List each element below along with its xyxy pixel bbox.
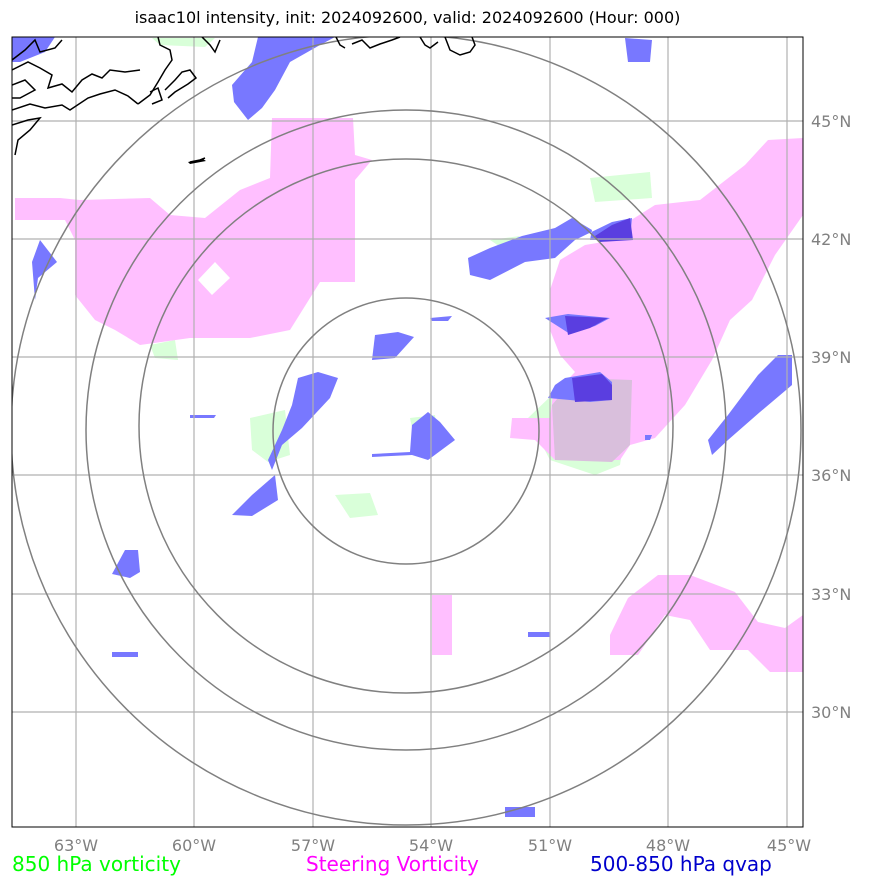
x-axis-labels: 63°W 60°W 57°W 54°W 51°W 48°W 45°W <box>54 836 811 855</box>
range-rings <box>12 37 802 826</box>
legend-qvap: 500-850 hPa qvap <box>590 852 772 876</box>
y-tick-label: 30°N <box>811 703 851 722</box>
x-tick-label: 54°W <box>409 836 453 855</box>
y-tick-label: 36°N <box>811 466 851 485</box>
y-axis-labels: 45°N 42°N 39°N 36°N 33°N 30°N <box>811 112 851 722</box>
legend-vorticity-850: 850 hPa vorticity <box>12 852 181 876</box>
y-tick-label: 33°N <box>811 585 851 604</box>
island-sable <box>188 159 206 164</box>
map-title: isaac10l intensity, init: 2024092600, va… <box>134 8 681 27</box>
y-tick-label: 39°N <box>811 348 851 367</box>
x-tick-label: 48°W <box>646 836 690 855</box>
x-tick-label: 63°W <box>54 836 98 855</box>
coastlines <box>12 37 476 163</box>
qvap-field <box>12 37 792 817</box>
qvap-dark-cores <box>565 218 633 402</box>
x-tick-label: 60°W <box>172 836 216 855</box>
range-ring-hole <box>198 262 230 295</box>
graticule <box>12 37 803 827</box>
x-tick-label: 57°W <box>291 836 335 855</box>
steering-vorticity-field <box>15 118 803 672</box>
legend-steering-vorticity: Steering Vorticity <box>306 852 479 876</box>
y-tick-label: 42°N <box>811 230 851 249</box>
x-tick-label: 45°W <box>767 836 811 855</box>
y-tick-label: 45°N <box>811 112 851 131</box>
x-tick-label: 51°W <box>528 836 572 855</box>
plot-frame <box>11 36 804 828</box>
